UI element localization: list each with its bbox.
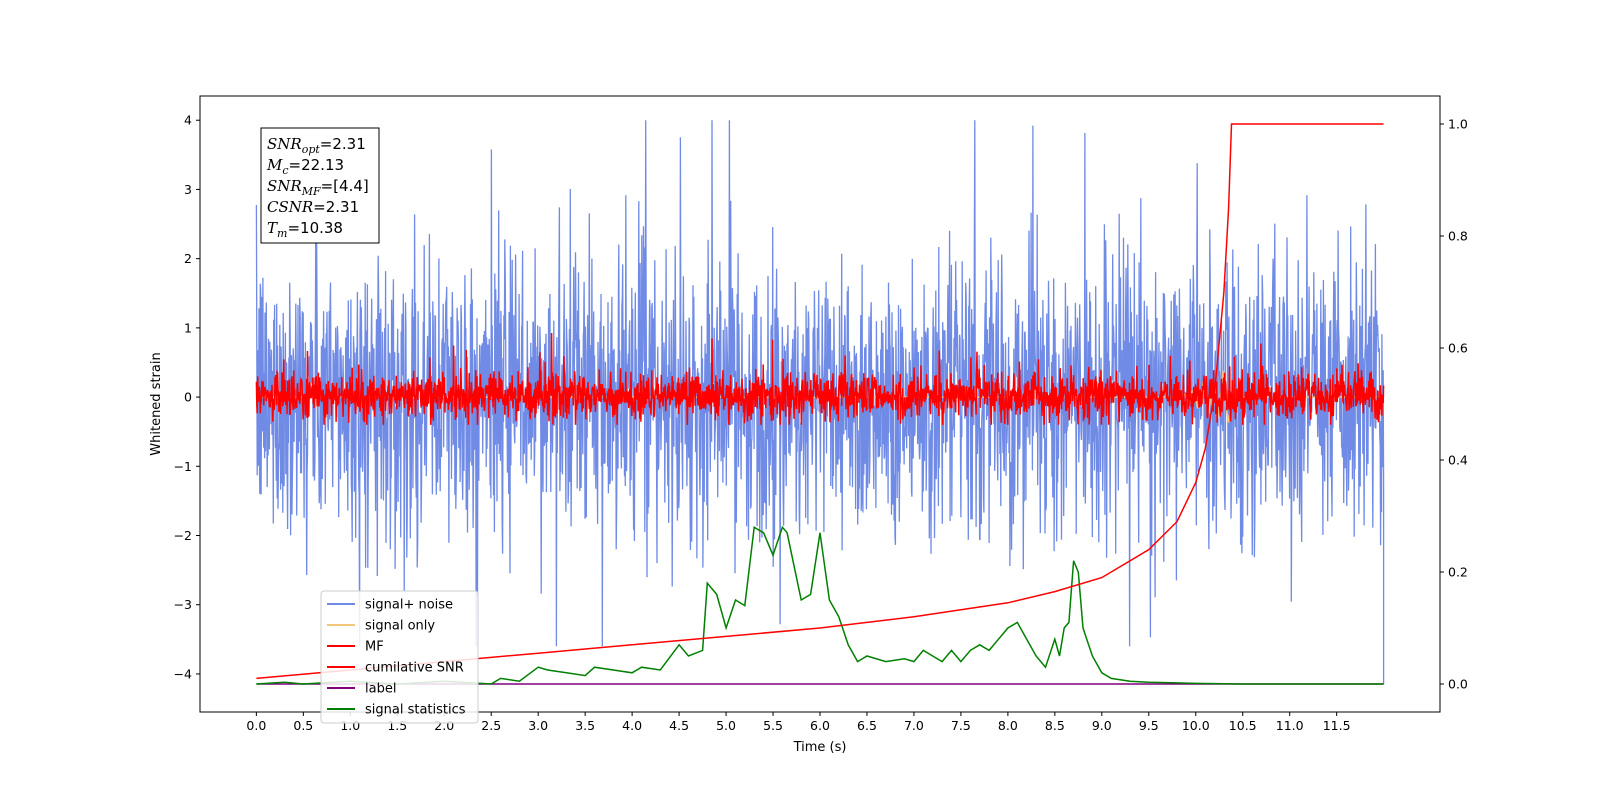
x-tick-label: 5.5 [763,718,783,733]
x-tick-label: 11.5 [1323,718,1351,733]
x-tick-label: 9.5 [1139,718,1159,733]
x-tick-label: 8.5 [1045,718,1065,733]
annotation-frame [260,127,380,244]
x-tick-label: 3.5 [575,718,595,733]
x-axis-title: Time (s) [793,740,847,755]
y-left-tick-label: 0 [184,390,192,405]
series-mf-line [255,332,1385,425]
y-left-tick-label: 2 [184,251,192,266]
y-left-tick-label: −3 [174,597,192,612]
annotation-line: SNRMF=[4.4] [267,177,369,198]
x-tick-label: 5.0 [716,718,736,733]
x-tick-label: 4.0 [622,718,642,733]
series-signal-statistics-line [256,525,1384,685]
x-tick-label: 7.0 [904,718,924,733]
x-tick-label: 10.0 [1182,718,1210,733]
y-right-tick-label: 0.6 [1448,341,1468,356]
x-tick-label: 8.0 [998,718,1018,733]
y-left-tick-label: 1 [184,320,192,335]
legend-frame [320,590,479,724]
x-tick-label: 10.5 [1229,718,1257,733]
legend-label: MF [365,640,384,655]
x-tick-label: 6.5 [857,718,877,733]
y-right-tick-label: 0.2 [1448,565,1468,580]
y-left-tick-label: 3 [184,182,192,197]
y-axis-left: 4 3 2 1 0 −1 −2 −3 −4 [174,113,200,681]
legend-label: signal statistics [365,703,466,718]
x-tick-label: 0.5 [293,718,313,733]
y-left-tick-label: −1 [174,459,192,474]
annotation-line: CSNR=2.31 [267,198,359,216]
legend-label: signal+ noise [365,598,453,613]
annotation-line: SNRopt=2.31 [267,135,366,156]
series-cumulative-snr-line [256,123,1384,680]
y-left-tick-label: 4 [184,113,192,128]
x-tick-label: 7.5 [951,718,971,733]
x-tick-label: 0.0 [246,718,266,733]
x-tick-label: 9.0 [1092,718,1112,733]
y-axis-right: 1.0 0.8 0.6 0.4 0.2 0.0 [1440,117,1468,692]
y-left-tick-label: −2 [174,528,192,543]
x-tick-label: 11.0 [1276,718,1304,733]
legend-label: signal only [365,619,435,634]
annotation-line: Tm=10.38 [267,219,343,240]
x-tick-label: 4.5 [669,718,689,733]
y-right-tick-label: 1.0 [1448,117,1468,132]
y-axis-title: Whitened strain [149,352,164,455]
y-right-tick-label: 0.4 [1448,453,1468,468]
x-tick-label: 6.0 [810,718,830,733]
y-left-tick-label: −4 [174,666,192,681]
y-right-tick-label: 0.0 [1448,677,1468,692]
legend: signal+ noise signal only MF cumilative SNR… [320,590,479,724]
x-tick-label: 3.0 [528,718,548,733]
annotation-line: Mc=22.13 [266,156,344,177]
x-tick-label: 2.5 [481,718,501,733]
legend-label: cumilative SNR [365,661,464,676]
series-signal-noise-line [255,120,1385,685]
y-right-tick-label: 0.8 [1448,229,1468,244]
legend-label: label [365,682,396,697]
